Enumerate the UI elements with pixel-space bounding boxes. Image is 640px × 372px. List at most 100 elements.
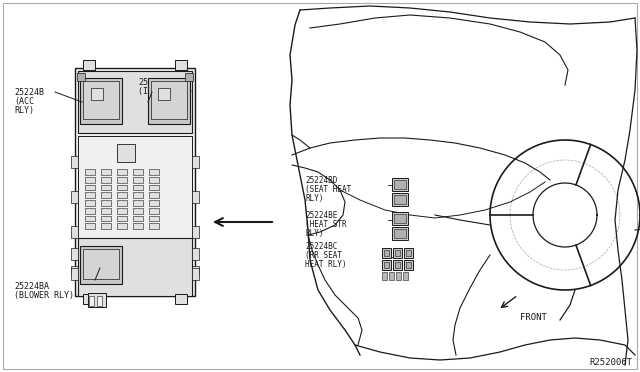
- Bar: [148, 78, 190, 124]
- Bar: [91, 88, 103, 100]
- Bar: [78, 136, 192, 238]
- Bar: [85, 177, 95, 183]
- Text: (RR SEAT: (RR SEAT: [305, 251, 342, 260]
- Bar: [117, 200, 127, 206]
- Text: RLY): RLY): [14, 106, 34, 115]
- Bar: [133, 192, 143, 198]
- Bar: [149, 177, 159, 183]
- Text: 25224BB: 25224BB: [138, 78, 173, 87]
- Bar: [158, 88, 170, 100]
- Bar: [117, 185, 127, 190]
- Bar: [117, 192, 127, 198]
- Bar: [393, 260, 402, 270]
- Text: FRONT: FRONT: [520, 313, 547, 322]
- Bar: [71, 266, 78, 275]
- Bar: [394, 195, 406, 204]
- Bar: [101, 185, 111, 190]
- Text: HEAT RLY): HEAT RLY): [305, 260, 347, 269]
- Bar: [394, 214, 406, 223]
- Bar: [85, 215, 95, 221]
- Bar: [117, 169, 127, 175]
- Bar: [133, 200, 143, 206]
- Bar: [192, 191, 199, 203]
- Bar: [394, 229, 406, 238]
- Bar: [149, 192, 159, 198]
- Bar: [149, 208, 159, 214]
- Bar: [133, 185, 143, 190]
- Bar: [83, 81, 119, 119]
- Bar: [149, 215, 159, 221]
- Bar: [71, 226, 78, 238]
- Text: 25224B: 25224B: [14, 88, 44, 97]
- Bar: [83, 249, 119, 279]
- Bar: [133, 169, 143, 175]
- Bar: [133, 215, 143, 221]
- Bar: [151, 81, 187, 119]
- Bar: [404, 260, 413, 270]
- Text: 25224BE: 25224BE: [305, 211, 337, 220]
- Text: (ACC: (ACC: [14, 97, 34, 106]
- Bar: [133, 208, 143, 214]
- Bar: [71, 268, 78, 280]
- Bar: [88, 293, 106, 307]
- Bar: [133, 177, 143, 183]
- Bar: [101, 177, 111, 183]
- Bar: [75, 68, 195, 296]
- Text: RLY): RLY): [305, 194, 323, 203]
- Bar: [382, 248, 391, 258]
- Bar: [78, 238, 192, 296]
- Text: R252006T: R252006T: [589, 358, 632, 367]
- Bar: [392, 193, 408, 206]
- Bar: [192, 268, 199, 280]
- Bar: [175, 294, 187, 304]
- Text: 25224BD: 25224BD: [305, 176, 337, 185]
- Bar: [406, 250, 411, 256]
- Bar: [71, 191, 78, 203]
- Bar: [382, 260, 391, 270]
- Bar: [394, 180, 406, 189]
- Bar: [71, 248, 78, 260]
- Bar: [406, 262, 411, 268]
- Bar: [101, 169, 111, 175]
- Bar: [149, 200, 159, 206]
- Bar: [403, 272, 408, 280]
- Bar: [85, 169, 95, 175]
- Bar: [85, 223, 95, 229]
- Bar: [192, 156, 199, 168]
- Bar: [80, 78, 122, 124]
- Bar: [382, 272, 387, 280]
- Bar: [85, 192, 95, 198]
- Text: (HEAT STR: (HEAT STR: [305, 220, 347, 229]
- Bar: [80, 246, 122, 284]
- Bar: [117, 208, 127, 214]
- Bar: [396, 272, 401, 280]
- Bar: [404, 248, 413, 258]
- Bar: [117, 215, 127, 221]
- Bar: [117, 223, 127, 229]
- Text: (IGN RELAY): (IGN RELAY): [138, 87, 193, 96]
- Bar: [389, 272, 394, 280]
- Text: (BLOWER RLY): (BLOWER RLY): [14, 291, 74, 300]
- Text: 25224BA: 25224BA: [14, 282, 49, 291]
- Bar: [101, 223, 111, 229]
- Bar: [192, 248, 199, 260]
- Bar: [101, 192, 111, 198]
- Bar: [101, 215, 111, 221]
- Bar: [117, 144, 135, 162]
- Bar: [97, 296, 102, 306]
- Bar: [149, 169, 159, 175]
- Bar: [395, 250, 400, 256]
- Bar: [393, 248, 402, 258]
- Bar: [85, 200, 95, 206]
- Text: 25224BC: 25224BC: [305, 242, 337, 251]
- Bar: [192, 266, 199, 275]
- Bar: [101, 208, 111, 214]
- Bar: [85, 185, 95, 190]
- Bar: [83, 60, 95, 70]
- Bar: [384, 250, 389, 256]
- Bar: [77, 73, 85, 81]
- Bar: [117, 177, 127, 183]
- Bar: [71, 156, 78, 168]
- Bar: [392, 178, 408, 191]
- Text: (SEAT HEAT: (SEAT HEAT: [305, 185, 351, 194]
